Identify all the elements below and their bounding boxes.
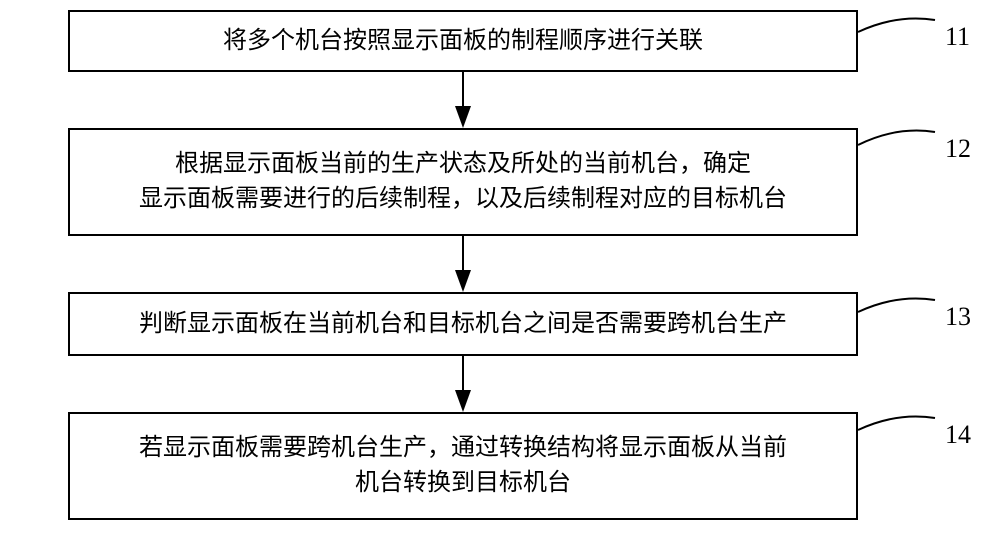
label-leader-line: [858, 131, 935, 145]
label-leader-line: [858, 417, 935, 431]
connector-layer: [0, 0, 1000, 551]
label-leader-line: [858, 299, 935, 313]
flowchart-canvas: 将多个机台按照显示面板的制程顺序进行关联 根据显示面板当前的生产状态及所处的当前…: [0, 0, 1000, 551]
leaders-group: [858, 19, 935, 431]
label-leader-line: [858, 19, 935, 33]
